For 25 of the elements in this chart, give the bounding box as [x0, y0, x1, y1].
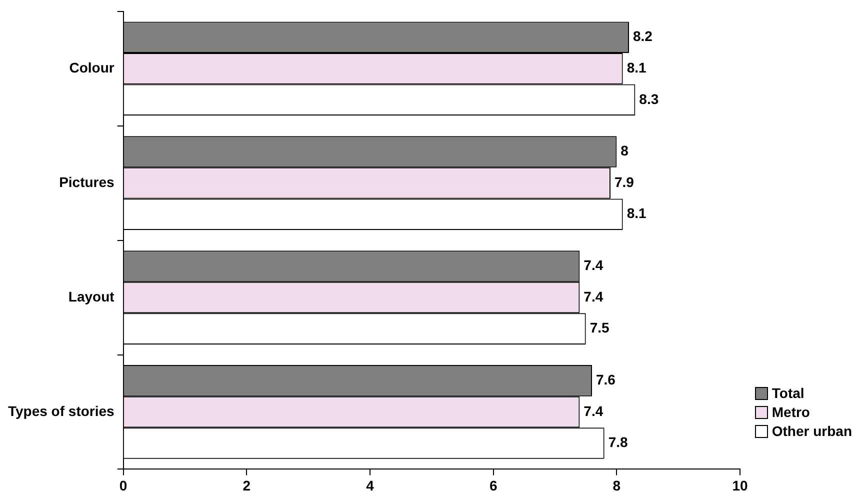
data-label: 7.6	[596, 372, 616, 388]
x-tick-label: 6	[489, 477, 498, 494]
x-tick-label: 0	[119, 477, 128, 494]
y-tick-label: Types of stories	[8, 402, 115, 419]
data-label: 7.4	[584, 257, 604, 274]
data-label: 7.5	[590, 320, 610, 336]
data-label: 7.8	[608, 434, 628, 450]
x-tick-label: 2	[242, 477, 251, 494]
data-label: 8	[620, 142, 629, 159]
data-label: 7.4	[584, 288, 604, 304]
x-tick-label: 8	[612, 477, 621, 494]
y-tick-label: Pictures	[59, 174, 115, 190]
text: Other urban	[772, 422, 852, 441]
x-tick-label: 4	[366, 477, 374, 494]
data-label: 8.3	[639, 90, 659, 107]
x-tick-label: 10	[732, 477, 748, 494]
data-label: 7.4	[584, 402, 604, 419]
legend-label: Metro	[772, 403, 810, 422]
y-tick-label: Colour	[69, 59, 115, 76]
data-label: 8.1	[626, 205, 647, 222]
data-label: 8.1	[626, 59, 647, 76]
data-label: 8.2	[633, 28, 653, 44]
data-label: 7.9	[614, 174, 634, 190]
legend-label: Total	[772, 384, 804, 403]
y-tick-label: Layout	[68, 288, 115, 304]
